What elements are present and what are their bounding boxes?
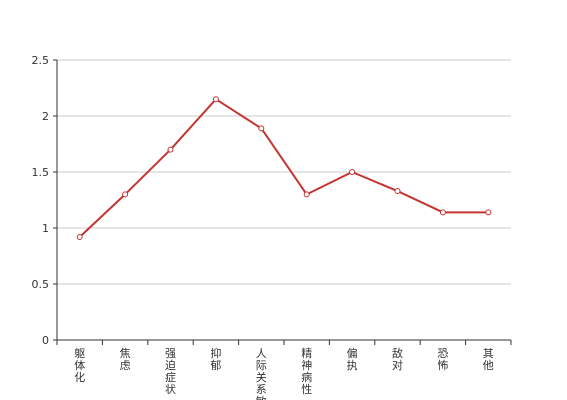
y-tick-label: 2 (42, 110, 49, 123)
x-category-label: 其他 (483, 347, 494, 372)
y-tick-label: 1.5 (32, 166, 50, 179)
data-point[interactable] (122, 191, 129, 198)
y-tick-label: 1 (42, 222, 49, 235)
data-point[interactable] (212, 96, 219, 103)
data-point[interactable] (394, 188, 401, 195)
y-tick-label: 0 (42, 334, 49, 347)
axes (53, 59, 512, 345)
x-category-label: 人际关系敏感 (256, 347, 267, 400)
y-tick-label: 2.5 (32, 54, 50, 67)
x-category-label: 精神病性 (301, 347, 312, 396)
x-category-label: 恐怖 (437, 347, 448, 372)
x-axis-category-labels: 躯体化 焦虑 强迫症状 抑郁 人际关系敏感 精神病性 偏执 敌对 恐怖 其他 (74, 346, 494, 400)
y-axis-tick-labels: 0 0.5 1 1.5 2 2.5 (32, 54, 50, 347)
grid-lines (57, 59, 511, 285)
data-point[interactable] (485, 209, 492, 216)
data-point[interactable] (349, 169, 356, 175)
series-line-0 (79, 98, 489, 238)
data-point[interactable] (76, 233, 83, 240)
series (76, 96, 492, 240)
x-category-label: 躯体化 (74, 347, 85, 384)
x-category-label: 偏执 (347, 346, 358, 372)
x-category-label: 敌对 (392, 346, 403, 372)
data-point[interactable] (303, 191, 310, 198)
x-category-label: 焦虑 (120, 347, 131, 372)
x-category-label: 抑郁 (210, 346, 221, 372)
x-category-label: 强迫症状 (165, 347, 176, 396)
y-tick-label: 0.5 (32, 278, 50, 291)
data-point[interactable] (439, 209, 446, 216)
data-point[interactable] (167, 146, 174, 153)
data-point[interactable] (258, 125, 265, 132)
